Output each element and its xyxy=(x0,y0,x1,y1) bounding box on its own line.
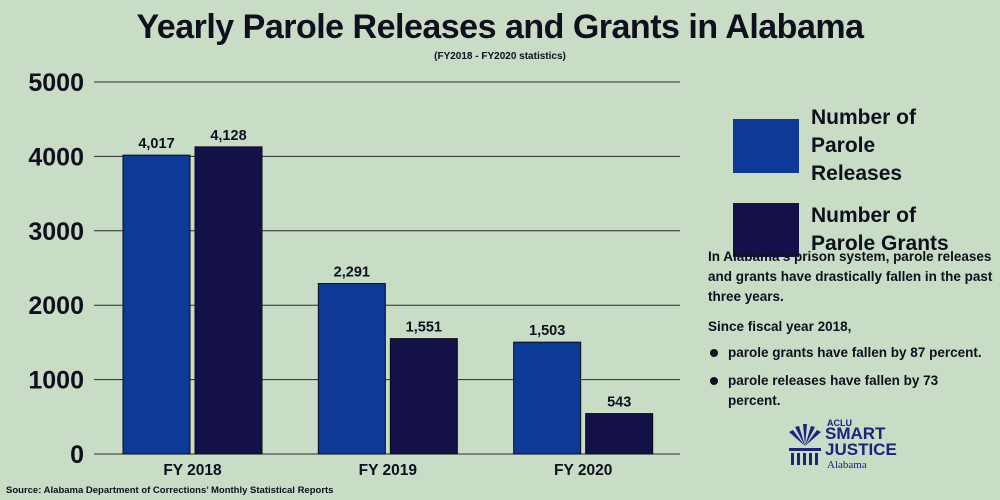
notes-panel: In Alabama’s prison system, parole relea… xyxy=(708,247,993,419)
legend-label-line: Number of xyxy=(811,204,916,227)
data-label: 4,017 xyxy=(138,136,174,152)
data-label: 4,128 xyxy=(210,128,246,144)
logo-org: ACLU xyxy=(827,418,852,428)
y-tick-label: 2000 xyxy=(28,292,84,320)
legend-label-line: Number of xyxy=(811,106,916,129)
notes-bullet-item: parole releases have fallen by 73 percen… xyxy=(708,371,993,411)
legend-swatch-releases xyxy=(733,119,799,173)
legend-label-releases: Number of Parole Releases xyxy=(811,104,971,188)
legend-item-releases: Number of Parole Releases xyxy=(733,104,971,188)
notes-lead: Since fiscal year 2018, xyxy=(708,319,852,334)
legend-label-line: Parole Grants xyxy=(811,232,949,255)
legend: Number of Parole Releases Number of Paro… xyxy=(733,104,971,272)
bullet-icon xyxy=(710,377,718,385)
y-tick-label: 1000 xyxy=(28,367,84,395)
notes-bullet-item: parole grants have fallen by 87 percent. xyxy=(708,343,993,363)
y-tick-label: 3000 xyxy=(28,218,84,246)
notes-bullet-text: parole releases have fallen by 73 percen… xyxy=(728,373,939,408)
logo-state: Alabama xyxy=(827,459,867,471)
x-tick-label: FY 2019 xyxy=(359,462,418,479)
data-label: 1,551 xyxy=(406,320,442,336)
data-label: 1,503 xyxy=(529,323,565,339)
y-tick-label: 4000 xyxy=(28,143,84,171)
bar-grants xyxy=(389,338,458,455)
legend-label-grants: Number of Parole Grants xyxy=(811,202,971,258)
notes-bullets: parole grants have fallen by 87 percent.… xyxy=(708,343,993,411)
legend-label-line: Parole Releases xyxy=(811,134,903,185)
data-label: 2,291 xyxy=(334,265,370,281)
data-label: 543 xyxy=(607,395,631,411)
y-tick-label: 0 xyxy=(70,441,84,469)
notes-bullet-text: parole grants have fallen by 87 percent. xyxy=(728,345,982,360)
legend-swatch-grants xyxy=(733,203,799,257)
logo-line1: SMART xyxy=(825,424,886,443)
notes-intro: In Alabama’s prison system, parole relea… xyxy=(708,249,993,304)
bullet-icon xyxy=(710,349,718,357)
legend-item-grants: Number of Parole Grants xyxy=(733,202,971,258)
bar-releases xyxy=(317,283,386,455)
bar-grants xyxy=(194,146,263,455)
bar-releases xyxy=(513,341,582,455)
aclu-smart-justice-logo: ACLU SMART JUSTICE Alabama xyxy=(787,418,907,474)
source-note: Source: Alabama Department of Correction… xyxy=(6,485,334,496)
bar-grants xyxy=(585,413,654,455)
bar-releases xyxy=(122,154,191,455)
chart-title: Yearly Parole Releases and Grants in Ala… xyxy=(136,8,865,46)
logo-line2: JUSTICE xyxy=(825,440,897,459)
sunburst-icon xyxy=(789,424,821,465)
x-tick-label: FY 2020 xyxy=(554,462,612,479)
y-tick-label: 5000 xyxy=(28,69,84,97)
chart-subtitle: (FY2018 - FY2020 statistics) xyxy=(434,51,566,62)
x-tick-label: FY 2018 xyxy=(163,462,222,479)
